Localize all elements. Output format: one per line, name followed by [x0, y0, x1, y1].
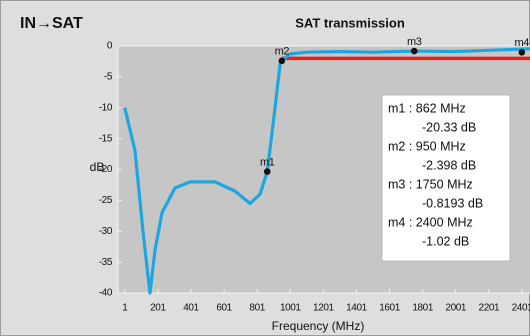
marker-name: m3 [407, 36, 422, 48]
readout-line: m3 : 1750 MHz [388, 177, 473, 191]
x-tick-label: 1801 [412, 303, 433, 314]
marker-dot [263, 168, 271, 175]
y-axis-label: dB [90, 160, 105, 174]
readout-line: -2.398 dB [422, 158, 476, 172]
marker-dot [278, 57, 286, 65]
readout-box [381, 94, 511, 262]
y-tick-label: -20 [99, 164, 113, 175]
x-tick-label: 1601 [379, 303, 400, 314]
readout-line: m1 : 862 MHz [388, 101, 466, 115]
y-tick-label: -40 [99, 288, 113, 299]
y-tick-label: 0 [107, 41, 113, 52]
x-tick-label: 1401 [346, 303, 367, 314]
chart-title: SAT transmission [295, 15, 405, 30]
readout-line: m4 : 2400 MHz [388, 215, 473, 229]
x-tick-label: 1001 [280, 303, 301, 314]
x-tick-label: 401 [183, 303, 199, 314]
marker-name: m2 [275, 46, 290, 58]
marker-dot [410, 47, 418, 55]
marker-dot [518, 48, 526, 56]
x-tick-label: 1201 [313, 303, 334, 314]
readout-line: -20.33 dB [422, 120, 476, 134]
readout-line: m2 : 950 MHz [388, 139, 466, 153]
x-tick-label: 2001 [445, 303, 466, 314]
x-tick-label: 201 [150, 303, 166, 314]
readout-line: -0.8193 dB [422, 196, 483, 210]
marker-name: m4 [515, 37, 530, 49]
y-tick-label: -35 [99, 257, 113, 268]
x-tick-label: 2201 [479, 303, 500, 314]
y-tick-label: -15 [99, 133, 113, 144]
window-title: IN→SAT [20, 15, 83, 32]
x-tick-label: 1 [122, 303, 128, 314]
readout-line: -1.02 dB [422, 234, 469, 248]
y-tick-label: -5 [104, 72, 113, 83]
y-tick-label: -10 [99, 102, 113, 113]
y-tick-label: -30 [99, 226, 113, 237]
marker-name: m1 [260, 156, 275, 168]
x-tick-label: 2401 [512, 303, 530, 314]
x-tick-label: 601 [216, 303, 232, 314]
y-tick-label: -25 [99, 195, 113, 206]
x-tick-label: 801 [249, 303, 265, 314]
x-axis-label: Frequency (MHz) [272, 319, 365, 333]
